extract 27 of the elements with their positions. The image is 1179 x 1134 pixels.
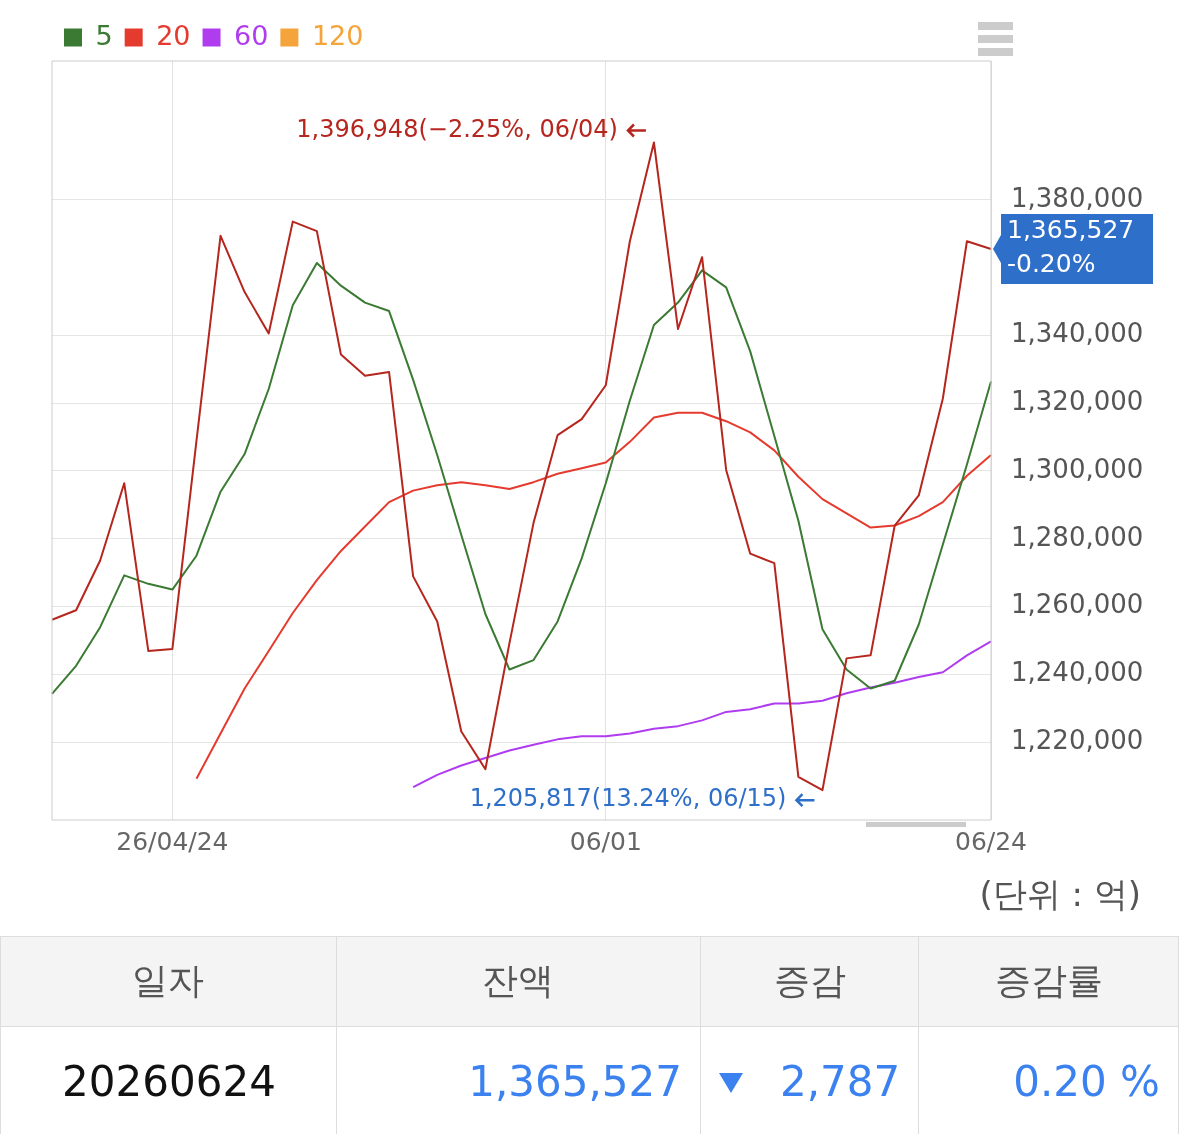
- y-tick-label: 1,220,000: [1011, 724, 1144, 755]
- y-tick-label: 1,260,000: [1011, 589, 1144, 620]
- text: 증감: [700, 936, 919, 1027]
- text: 0.20 %: [918, 1026, 1179, 1134]
- legend-label: 60: [234, 19, 269, 51]
- text: 2,787: [700, 1026, 919, 1134]
- y-tick-label: 1,240,000: [1011, 657, 1144, 688]
- x-tick-label: 26/04/24: [116, 826, 229, 856]
- text: 1,365,527: [336, 1026, 701, 1134]
- annotation: 1,205,817(13.24%, 06/15): [469, 784, 787, 813]
- text: 20260624: [0, 1026, 337, 1134]
- legend-label: 120: [311, 19, 364, 51]
- text: 1,365,527 -0.20%: [1007, 215, 1135, 279]
- y-tick-label: 1,300,000: [1011, 453, 1144, 484]
- text: (단위 : 억): [978, 873, 1142, 916]
- legend-label: 20: [156, 19, 191, 51]
- text: 증감률: [918, 936, 1179, 1027]
- y-tick-label: 1,320,000: [1011, 385, 1144, 416]
- legend-label: 5: [95, 19, 113, 51]
- x-tick-label: 06/24: [954, 826, 1028, 856]
- text: 일자: [0, 936, 337, 1027]
- annotation: 1,396,948(−2.25%, 06/04): [296, 114, 618, 143]
- x-tick-label: 06/01: [569, 826, 642, 856]
- y-tick-label: 1,340,000: [1011, 318, 1144, 349]
- text: 잔액: [336, 936, 701, 1027]
- y-tick-label: 1,380,000: [1011, 182, 1144, 213]
- y-tick-label: 1,280,000: [1011, 521, 1144, 552]
